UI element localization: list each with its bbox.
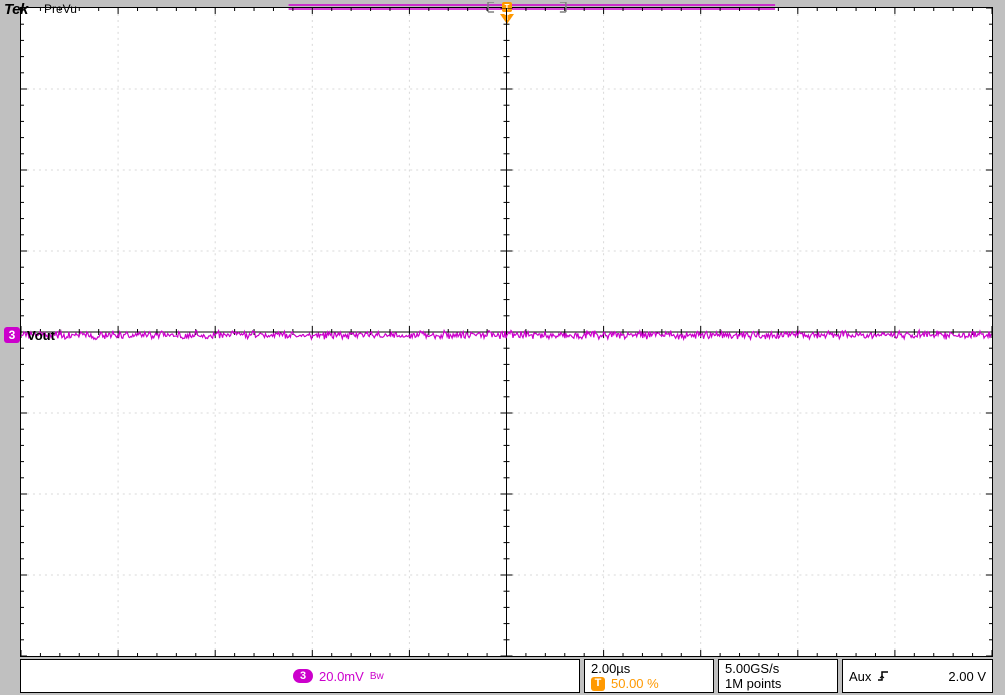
rising-edge-icon: [877, 670, 889, 682]
channel-bandwidth-symbol: Bᴡ: [370, 669, 384, 684]
trigger-level: 2.00 V: [948, 669, 986, 684]
channel-pill: 3: [293, 669, 313, 683]
acquisition-readout-box[interactable]: 5.00GS/s 1M points: [718, 659, 838, 693]
horizontal-timebase: 2.00µs: [591, 661, 630, 676]
channel-label: Vout: [27, 328, 55, 343]
channel-ground-marker[interactable]: 3: [4, 327, 20, 343]
channel-readout-box[interactable]: 3 20.0mV Bᴡ: [20, 659, 580, 693]
trigger-readout-box[interactable]: Aux 2.00 V: [842, 659, 993, 693]
trigger-pill-icon: T: [591, 677, 605, 691]
sample-rate: 5.00GS/s: [725, 661, 779, 676]
trigger-position-readout: 50.00 %: [611, 676, 659, 691]
channel-pill-number: 3: [300, 669, 306, 684]
trigger-pill-letter: T: [595, 676, 602, 691]
record-length: 1M points: [725, 676, 781, 691]
channel-vertical-scale: 20.0mV: [319, 669, 364, 684]
channel-number: 3: [9, 328, 16, 342]
trigger-source: Aux: [849, 669, 871, 684]
graticule-and-waveform: [21, 8, 992, 656]
readout-bar: 3 20.0mV Bᴡ 2.00µs T 50.00 % 5.00GS/s 1M…: [20, 659, 993, 693]
timebase-readout-box[interactable]: 2.00µs T 50.00 %: [584, 659, 714, 693]
oscilloscope-display: Tek PreVu T T 3 Vout: [20, 7, 993, 657]
